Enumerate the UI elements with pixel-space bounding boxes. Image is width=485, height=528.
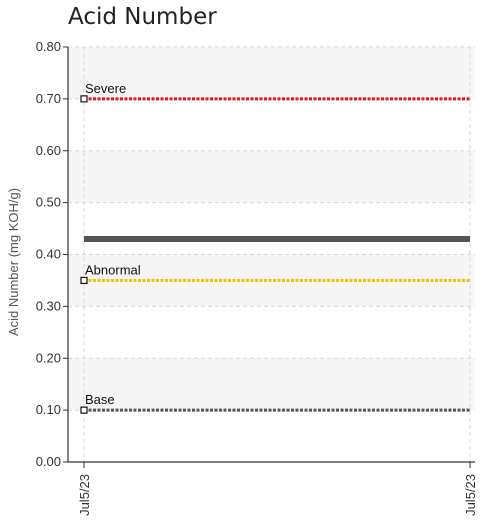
limit-label-abnormal: Abnormal xyxy=(85,262,141,277)
x-tick-labels: Jul5/23 Jul5/23 xyxy=(77,474,478,516)
y-tick-labels: 0.00 0.10 0.20 0.30 0.40 0.50 0.60 0.70 0.80 xyxy=(36,39,61,469)
x-tick-label: Jul5/23 xyxy=(463,474,478,516)
limit-label-base: Base xyxy=(85,392,115,407)
background-band xyxy=(68,47,475,99)
background-band xyxy=(68,358,475,411)
y-tick-label: 0.70 xyxy=(36,91,61,106)
y-tick-label: 0.40 xyxy=(36,247,61,262)
axes xyxy=(63,46,475,468)
chart-title: Acid Number xyxy=(68,4,217,30)
limit-marker-severe xyxy=(80,95,88,103)
y-tick-label: 0.20 xyxy=(36,350,61,365)
y-tick-label: 0.80 xyxy=(36,39,61,54)
limit-label-severe: Severe xyxy=(85,81,126,96)
y-tick-label: 0.60 xyxy=(36,143,61,158)
y-tick-label: 0.10 xyxy=(36,402,61,417)
y-tick-label: 0.00 xyxy=(36,454,61,469)
x-tick-label: Jul5/23 xyxy=(77,474,92,516)
background-band xyxy=(68,150,475,203)
y-axis-label: Acid Number (mg KOH/g) xyxy=(6,188,21,336)
y-tick-label: 0.50 xyxy=(36,195,61,210)
y-tick-label: 0.30 xyxy=(36,298,61,313)
background-bands xyxy=(68,47,475,411)
limit-marker-abnormal xyxy=(80,276,88,285)
limit-lines: Severe Abnormal Base xyxy=(80,81,470,414)
limit-marker-base xyxy=(80,406,88,414)
